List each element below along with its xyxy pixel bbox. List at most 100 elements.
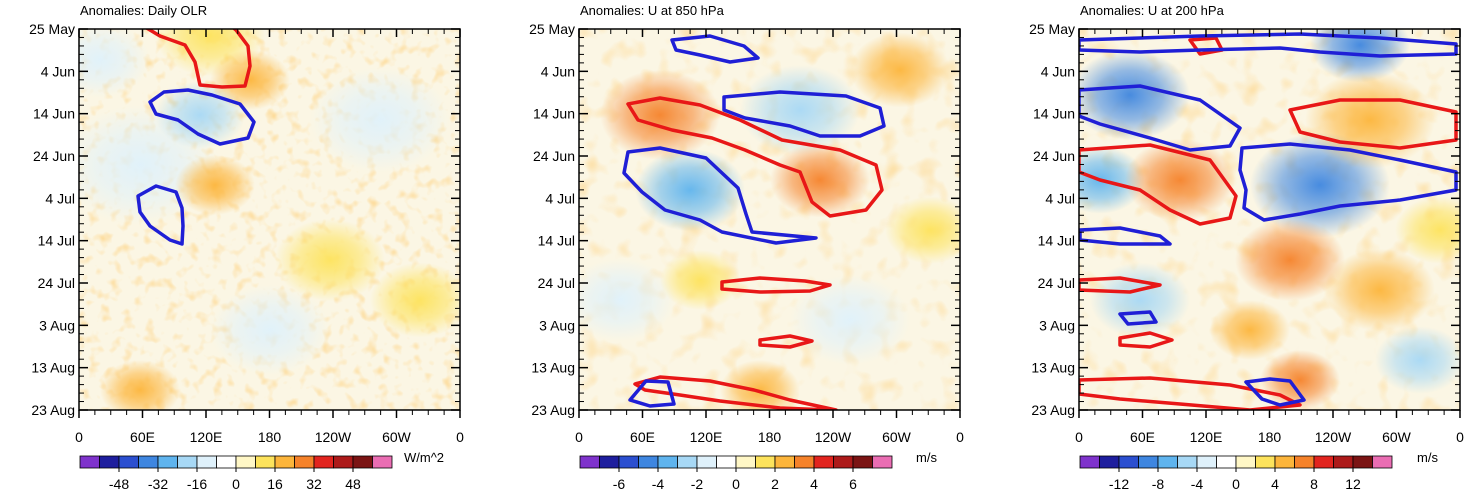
x-tick-label: 120E xyxy=(1190,429,1223,445)
colorbar-label: -6 xyxy=(613,476,626,492)
colorbar-label: 4 xyxy=(810,476,818,492)
panel-olr: Anomalies: Daily OLR 25 May 4 Jun 14 Jun 24… xyxy=(29,3,464,445)
y-tick-label: 24 Jul xyxy=(1038,275,1075,291)
colorbar-swatch xyxy=(872,455,893,469)
anomaly-blob xyxy=(1375,326,1460,394)
y-tick-label: 3 Aug xyxy=(1039,317,1075,333)
colorbar-swatch xyxy=(716,455,737,469)
colorbar-swatch xyxy=(138,455,159,469)
x-tick-label: 180 xyxy=(258,429,282,445)
colorbar-swatch xyxy=(177,455,198,469)
positive-contour xyxy=(144,29,252,89)
negative-contour xyxy=(628,379,676,408)
colorbar-swatch xyxy=(1313,455,1334,469)
anomaly-blob xyxy=(370,262,460,338)
colorbar-swatch xyxy=(696,455,717,469)
anomaly-blob xyxy=(210,50,290,110)
colorbar-u850: m/s -6 -4 -2 0 2 4 6 xyxy=(579,450,937,492)
x-tick-label: 60W xyxy=(382,429,412,445)
colorbar-label: 32 xyxy=(306,476,322,492)
positive-contour xyxy=(758,334,814,349)
negative-contour xyxy=(670,34,760,64)
y-tick-label: 23 Aug xyxy=(31,402,75,418)
x-tick-label: 60W xyxy=(882,429,912,445)
colorbar-swatch xyxy=(1177,455,1198,469)
positive-contour xyxy=(1118,331,1174,349)
colorbar-swatch xyxy=(294,455,315,469)
colorbar-swatch xyxy=(755,455,776,469)
colorbar-swatch xyxy=(618,455,639,469)
colorbar-swatch xyxy=(352,455,373,469)
x-tick-label: 60E xyxy=(130,429,155,445)
x-tick-label: 60E xyxy=(1130,429,1155,445)
x-tick-label: 60W xyxy=(1382,429,1412,445)
colorbar-swatch xyxy=(599,455,620,469)
colorbar-swatch xyxy=(196,455,217,469)
colorbar-swatch xyxy=(235,455,256,469)
x-tick-label: 120W xyxy=(1315,429,1352,445)
y-tick-label: 25 May xyxy=(529,21,575,37)
x-tick-label: 120E xyxy=(690,429,723,445)
y-tick-label: 4 Jun xyxy=(541,63,575,79)
anomaly-blob xyxy=(579,258,675,342)
y-tick-label: 13 Aug xyxy=(31,360,75,376)
y-tick-label: 14 Jun xyxy=(33,106,75,122)
y-tick-label: 24 Jul xyxy=(538,275,575,291)
colorbar-label: -12 xyxy=(1109,476,1129,492)
colorbar-swatch xyxy=(1372,455,1393,469)
negative-contour xyxy=(1238,142,1458,222)
colorbar-label: -8 xyxy=(1152,476,1165,492)
panel-u850: Anomalies: U at 850 hPa 25 May 4 Jun 14 Ju… xyxy=(529,3,964,445)
colorbar-label: 16 xyxy=(267,476,283,492)
colorbar-swatch xyxy=(1352,455,1373,469)
x-tick-label: 180 xyxy=(1258,429,1282,445)
colorbar-swatch xyxy=(1138,455,1159,469)
negative-contour xyxy=(1244,377,1306,407)
negative-contour xyxy=(722,90,886,138)
anomaly-blob xyxy=(1090,262,1190,338)
colorbar-swatch xyxy=(1079,455,1100,469)
colorbar-label: -48 xyxy=(109,476,129,492)
y-tick-label: 14 Jul xyxy=(38,233,75,249)
colorbar-label: -4 xyxy=(652,476,665,492)
y-tick-label: 25 May xyxy=(29,21,75,37)
positive-contour xyxy=(1079,376,1302,410)
colorbar-swatch xyxy=(794,455,815,469)
colorbar-olr: W/m^2 -48 -32 -16 0 16 32 48 xyxy=(79,450,444,492)
x-tick-label: 0 xyxy=(75,429,83,445)
colorbar-swatch xyxy=(157,455,178,469)
x-tick-label: 120W xyxy=(315,429,352,445)
colorbar-label: -4 xyxy=(1191,476,1204,492)
colorbar-label: 8 xyxy=(1310,476,1318,492)
y-tick-label: 14 Jul xyxy=(1038,233,1075,249)
panel-title: Anomalies: U at 200 hPa xyxy=(1080,3,1225,18)
x-tick-label: 0 xyxy=(1075,429,1083,445)
colorbar-swatch xyxy=(638,455,659,469)
colorbar-swatch xyxy=(1157,455,1178,469)
y-tick-label: 3 Aug xyxy=(539,317,575,333)
y-tick-label: 4 Jun xyxy=(41,63,75,79)
anomaly-blob xyxy=(660,250,740,310)
colorbar-units: m/s xyxy=(1417,450,1438,465)
y-tick-label: 25 May xyxy=(1029,21,1075,37)
x-tick-label: 180 xyxy=(758,429,782,445)
colorbar-swatch xyxy=(1333,455,1354,469)
colorbar-units: m/s xyxy=(916,450,937,465)
colorbar-label: 2 xyxy=(771,476,779,492)
colorbar-label: 0 xyxy=(232,476,240,492)
negative-contour xyxy=(1118,310,1158,326)
anomaly-blob xyxy=(310,67,450,173)
positive-contour xyxy=(626,96,884,218)
colorbar-label: -16 xyxy=(187,476,207,492)
negative-contour xyxy=(1079,84,1242,152)
colorbar-u200: m/s -12 -8 -4 0 4 8 12 xyxy=(1079,450,1438,492)
colorbar-swatch xyxy=(774,455,795,469)
panel-u200: Anomalies: U at 200 hPa 25 May 4 Jun 14 Ju… xyxy=(1029,3,1464,445)
colorbar-swatch xyxy=(833,455,854,469)
y-tick-label: 4 Jul xyxy=(45,190,75,206)
anomaly-blob xyxy=(770,142,870,218)
colorbar-swatch xyxy=(216,455,237,469)
anomaly-blob xyxy=(79,29,150,98)
colorbar-label: 6 xyxy=(849,476,857,492)
